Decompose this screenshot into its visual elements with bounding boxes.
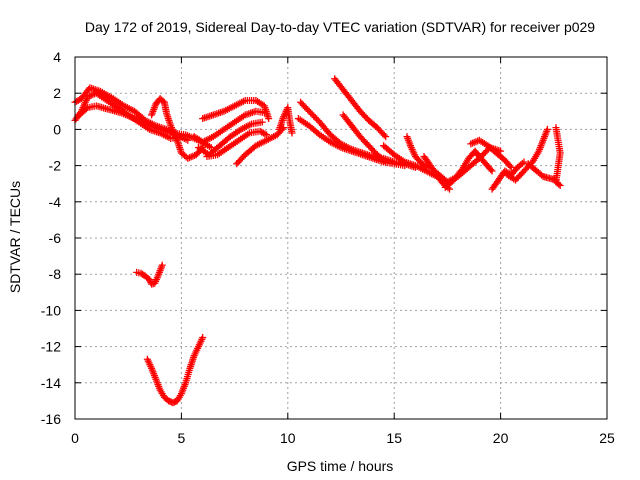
data-point [520,158,528,166]
series-track-24 [552,124,564,190]
series-track-16 [403,133,432,171]
data-point [261,130,269,138]
data-point [305,107,313,115]
y-tick-label: 2 [53,85,61,101]
y-tick-label: -10 [41,302,61,318]
data-point [307,109,315,117]
series-track-8 [203,127,271,161]
data-point [311,114,319,122]
data-point [518,159,526,167]
x-axis-label: GPS time / hours [287,458,394,474]
y-tick-label: -16 [41,411,61,427]
x-tick-label: 15 [386,430,402,446]
data-point [543,125,551,133]
series-track-3 [75,102,215,151]
data-point [310,112,318,120]
data-point [481,148,489,156]
data-point [487,166,495,174]
x-tick-label: 0 [71,430,79,446]
data-point [145,276,153,284]
chart-title: Day 172 of 2019, Sidereal Day-to-day VTE… [85,19,595,35]
y-tick-label: -6 [49,230,62,246]
series-track-5 [199,96,273,123]
x-tick-label: 10 [280,430,296,446]
y-axis-label: SDTVAR / TECUs [7,181,23,293]
y-tick-label: -4 [49,194,62,210]
data-point [382,158,390,166]
axes: 0 5 10 15 20 25 -16 -14 -12 -10 -8 -6 -4 -2 0 2 4 [41,49,615,446]
grid [75,57,607,419]
series-track-21 [488,158,528,193]
series-track-13 [331,75,390,141]
series-track-19 [441,147,496,191]
data-point [380,131,388,139]
x-tick-label: 5 [178,430,186,446]
data-point [556,182,564,190]
series-track-15 [380,142,441,180]
data-point [82,105,90,113]
series-track-10 [275,104,296,137]
data-point [158,261,166,269]
y-tick-label: 0 [53,121,61,137]
data-point [507,163,515,171]
data-point [288,129,296,137]
data-point [258,118,266,126]
y-tick-label: 4 [53,49,61,65]
y-tick-label: -8 [49,266,62,282]
x-tick-label: 20 [493,430,509,446]
data-point [265,115,273,123]
data-point [308,110,316,118]
data-point [380,157,388,165]
data-point [555,180,563,188]
series-track-26 [143,334,207,407]
y-tick-label: -2 [49,158,62,174]
data-point [483,147,491,155]
series-track-20 [467,136,515,171]
data-point [199,334,207,342]
series-track-14 [339,111,390,166]
series-track-6 [190,107,271,146]
data-points [71,75,564,407]
y-tick-label: -14 [41,375,61,391]
x-tick-label: 25 [599,430,615,446]
y-tick-label: -12 [41,339,61,355]
series-track-25 [133,261,166,288]
data-point [488,167,496,175]
data-point [480,150,488,158]
series-track-7 [194,118,266,159]
data-point [382,133,390,141]
data-point [313,115,321,123]
data-point [263,109,271,117]
data-point [506,162,514,170]
